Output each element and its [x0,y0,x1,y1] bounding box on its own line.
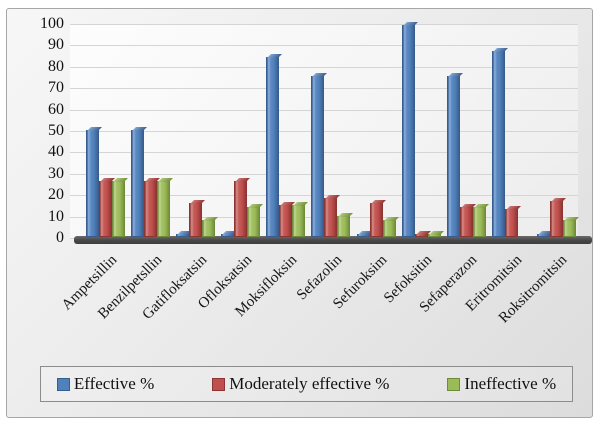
legend-label: Effective % [73,374,155,393]
legend-item-effective: Effective % [56,374,155,394]
gridline-60 [70,109,578,111]
bar-ineffective-sefaperazon [473,204,489,237]
y-axis-tick-label: 40 [48,143,64,161]
gridline-80 [70,66,578,68]
bar-effective-sefaperazon [447,73,463,237]
bar-effective-ofloksatsin [221,231,237,237]
bar-effective-eritromitsin [492,48,508,237]
bar-moderately-effective-sefoksitin [415,231,431,237]
bar-moderately-effective-moksifloksin [279,202,295,237]
gridline-20 [70,195,578,197]
y-axis-tick-label: 10 [48,207,64,225]
bar-ineffective-ofloksatsin [247,204,263,237]
gridline-30 [70,173,578,175]
y-axis-tick-label: 80 [48,57,64,75]
legend-swatch-icon [212,377,226,391]
bar-moderately-effective-sefuroksim [370,200,386,237]
y-axis-tick-label: 30 [48,164,64,182]
legend-swatch-icon [56,377,70,391]
bar-ineffective-sefazolin [337,213,353,237]
bar-effective-gatifloksatsin [176,231,192,237]
bar-effective-roksitromitsin [537,231,553,237]
y-axis-tick-label: 50 [48,122,64,139]
legend-label: Moderately effective % [229,374,390,393]
bar-effective-moksifloksin [266,54,282,237]
legend-item-ineffective: Ineffective % [447,374,556,394]
bar-ineffective-sefoksitin [428,231,444,237]
bar-moderately-effective-ofloksatsin [234,178,250,237]
bar-effective-sefuroksim [357,231,373,237]
bar-moderately-effective-eritromitsin [505,206,521,237]
legend: Effective % Moderately effective % Ineffec… [40,366,573,402]
gridline-70 [70,88,578,90]
bar-effective-sefazolin [311,73,327,237]
gridline-100 [70,24,578,25]
bar-effective-sefoksitin [402,22,418,237]
gridline-50 [70,131,578,132]
bar-ineffective-sefuroksim [383,217,399,237]
gridline-40 [70,152,578,154]
legend-label: Ineffective % [464,374,557,393]
gridline-90 [70,45,578,47]
y-axis-tick-label: 90 [48,36,64,54]
bar-moderately-effective-gatifloksatsin [189,200,205,237]
y-axis-tick-label: 0 [56,229,64,246]
y-axis-tick-label: 100 [40,15,64,32]
legend-swatch-icon [447,377,461,391]
y-axis-tick-label: 70 [48,79,64,97]
bar-moderately-effective-benzilpetsllin [144,178,160,237]
legend-item-moderately-effective: Moderately effective % [212,374,389,394]
bar-ineffective-gatifloksatsin [202,217,218,237]
bar-effective-ampetsillin [86,127,102,237]
y-axis-tick-label: 60 [48,100,64,118]
bar-ineffective-benzilpetsllin [157,178,173,237]
bar-moderately-effective-ampetsillin [99,178,115,237]
bar-ineffective-ampetsillin [112,178,128,237]
chart-floor [74,236,592,244]
bar-moderately-effective-roksitromitsin [550,198,566,237]
y-axis-tick-label: 20 [48,186,64,204]
bar-moderately-effective-sefazolin [324,195,340,237]
bar-ineffective-roksitromitsin [563,217,579,237]
bar-moderately-effective-sefaperazon [460,204,476,237]
bar-effective-benzilpetsllin [131,127,147,237]
bar-ineffective-moksifloksin [292,202,308,237]
